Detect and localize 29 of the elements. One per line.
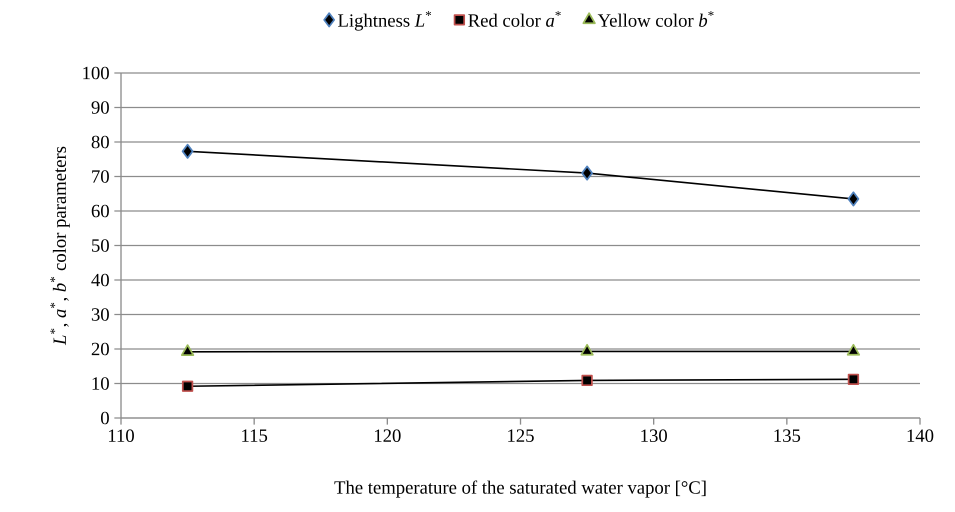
x-tick-label: 115 [242,429,268,442]
x-tick-label: 125 [508,429,534,442]
y-tick-label: 60 [92,204,109,218]
point [581,166,593,181]
y-tick-label: 70 [92,170,109,183]
x-tick-label: 140 [908,429,934,442]
y-tick-label: 100 [83,66,109,80]
legend-label: Yellow color b$^{*}$ [598,11,714,27]
legend-label: Lightness L$^{*}$ [338,11,432,31]
point [182,380,194,392]
y-tick-label: 0 [101,412,109,424]
x-tick-label: 110 [108,429,134,442]
y-tick-label: 20 [92,342,109,356]
x-tick-label: 135 [774,429,800,442]
x-tick-label: 130 [641,429,667,442]
point [848,374,860,386]
y-tick-label: 90 [92,101,109,114]
y-tick-label: 50 [92,239,109,252]
point [581,374,593,386]
text: L$^{*}$, a$^{*}$, b$^{*}$ color parameters [50,146,70,346]
y-tick-label: 10 [92,377,109,390]
point [182,144,194,159]
x-axis-title: The temperature of the saturated water vapor [°C] [334,480,706,498]
y-tick-label: 30 [92,308,109,321]
point [848,191,860,206]
y-tick-label: 40 [91,274,109,286]
x-tick-label: 120 [374,429,401,442]
legend-label: Red color a$^{*}$ [468,11,561,27]
y-tick-label: 80 [92,136,109,148]
